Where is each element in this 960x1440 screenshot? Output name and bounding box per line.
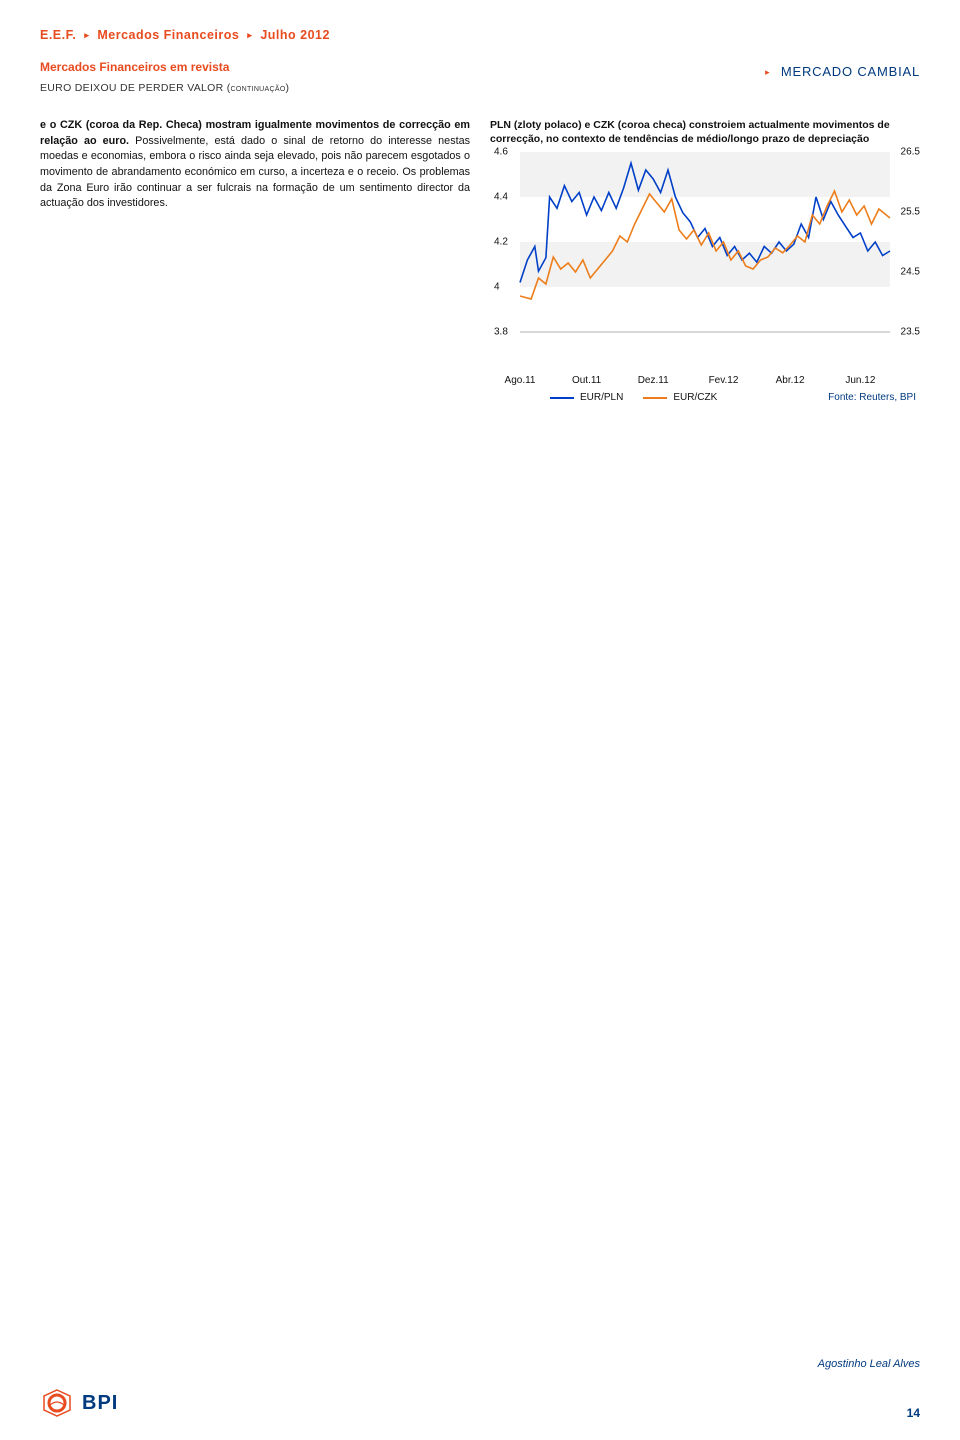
pub-section2: Julho 2012 <box>260 28 330 42</box>
subtitle-text: EURO DEIXOU DE PERDER VALOR (continuação… <box>40 82 289 94</box>
chart-area: 4.64.44.243.826.525.524.523.5Ago.11Out.1… <box>490 152 920 372</box>
legend-item: EUR/PLN <box>550 392 623 403</box>
footer-row: BPI 14 <box>40 1386 920 1420</box>
logo: BPI <box>40 1386 118 1420</box>
chart-series-line <box>520 164 890 283</box>
x-axis-label: Jun.12 <box>845 375 875 386</box>
legend-label: EUR/CZK <box>673 392 717 403</box>
pub-name: E.E.F. <box>40 28 76 42</box>
author-name: Agostinho Leal Alves <box>818 1358 920 1370</box>
chart-legend-row: EUR/PLN EUR/CZK Fonte: Reuters, BPI <box>550 392 920 403</box>
x-axis-label: Dez.11 <box>638 375 669 386</box>
x-axis-label: Out.11 <box>572 375 601 386</box>
legend-item: EUR/CZK <box>643 392 717 403</box>
content-row: e o CZK (coroa da Rep. Checa) mostram ig… <box>40 118 920 403</box>
legend-label: EUR/PLN <box>580 392 623 403</box>
section-sep-icon: ▸ <box>765 67 770 77</box>
chart-title: PLN (zloty polaco) e CZK (coroa checa) c… <box>490 118 920 146</box>
x-axis-label: Ago.11 <box>505 375 536 386</box>
logo-text: BPI <box>82 1392 118 1415</box>
section-tag: ▸ MERCADO CAMBIAL <box>765 64 920 79</box>
header-sep-icon: ▸ <box>84 30 89 40</box>
body-text-column: e o CZK (coroa da Rep. Checa) mostram ig… <box>40 118 470 403</box>
chart-column: PLN (zloty polaco) e CZK (coroa checa) c… <box>490 118 920 403</box>
publication-header: E.E.F. ▸ Mercados Financeiros ▸ Julho 20… <box>40 28 920 42</box>
section-tag-text: MERCADO CAMBIAL <box>781 64 920 79</box>
header-sep-icon: ▸ <box>247 30 252 40</box>
legend-swatch-czk <box>643 397 667 399</box>
subtitle: EURO DEIXOU DE PERDER VALOR (continuação… <box>40 82 920 94</box>
pub-section1: Mercados Financeiros <box>97 28 239 42</box>
legend-swatch-pln <box>550 397 574 399</box>
chart-svg <box>490 152 920 372</box>
chart-source: Fonte: Reuters, BPI <box>828 392 916 403</box>
x-axis-label: Fev.12 <box>709 375 739 386</box>
page-number: 14 <box>907 1406 920 1420</box>
logo-icon <box>40 1386 74 1420</box>
x-axis-label: Abr.12 <box>776 375 805 386</box>
